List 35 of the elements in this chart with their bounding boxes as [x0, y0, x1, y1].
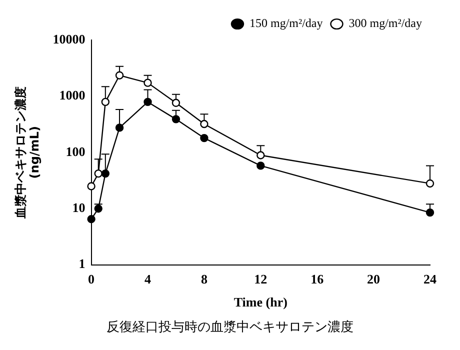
text: 反復経口投与時の血漿中ベキサロテン濃度 — [106, 319, 354, 336]
x-tick-label: 8 — [200, 272, 208, 287]
point — [94, 204, 102, 213]
x-axis-title: Time (hr) — [234, 294, 288, 310]
y-tick-label: 1000 — [59, 88, 86, 103]
x-tick-label: 12 — [254, 272, 268, 287]
point — [87, 215, 96, 224]
point — [144, 98, 152, 106]
x-tick-label: 0 — [88, 272, 95, 287]
y-tick-label: 100 — [66, 144, 86, 159]
x-tick-label: 24 — [424, 272, 437, 287]
x-tick-label: 4 — [144, 272, 152, 287]
point — [256, 162, 265, 170]
x-tick-label: 20 — [367, 272, 380, 287]
point — [144, 78, 152, 87]
legend-label: 150 mg/m²/day — [249, 16, 323, 30]
point — [426, 179, 434, 188]
y-tick-label: 10 — [72, 200, 86, 215]
y-tick-label: 1 — [78, 256, 86, 272]
point — [200, 120, 208, 128]
point — [94, 169, 102, 178]
point — [101, 98, 110, 106]
point — [172, 98, 180, 107]
point — [200, 134, 208, 142]
point — [115, 124, 124, 132]
legend-label: 300 mg/m²/day — [348, 16, 422, 30]
y-tick-label: 10000 — [52, 31, 86, 46]
point — [101, 169, 110, 178]
point — [426, 208, 434, 217]
point — [87, 182, 96, 190]
y-axis-title: 血漿中ベキサロテン濃度 (ng/mL) — [13, 86, 42, 220]
x-tick-label: 16 — [310, 272, 324, 287]
point — [172, 115, 180, 124]
point — [115, 71, 124, 80]
point — [256, 151, 265, 160]
